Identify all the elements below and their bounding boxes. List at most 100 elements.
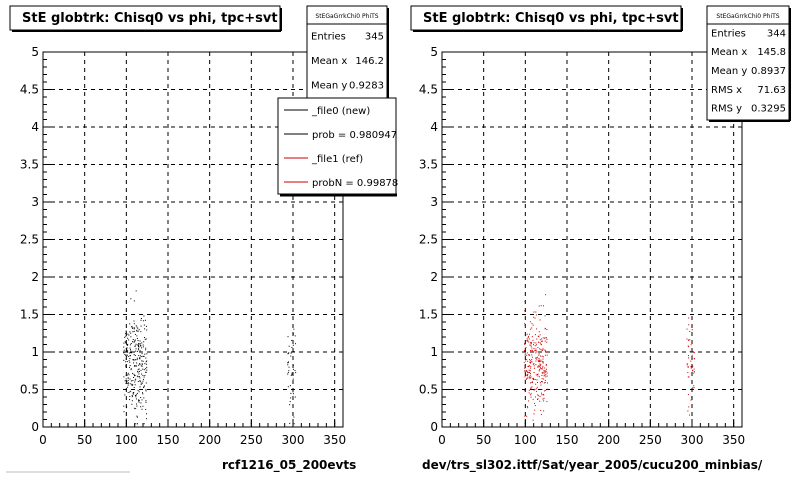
data-point [125,330,127,332]
data-point [125,365,127,367]
y-tick-label: 0.5 [20,383,39,397]
data-point [530,350,532,352]
data-point [129,355,131,357]
data-point [687,376,689,378]
data-point [529,377,531,379]
data-point [138,329,140,331]
data-point [539,348,541,350]
data-point [545,365,547,367]
data-point [125,354,127,356]
data-point [127,382,129,384]
data-point [292,391,294,393]
data-point [527,341,529,343]
data-point [125,364,127,366]
data-point [540,366,542,368]
data-point [540,413,542,415]
data-point [534,350,536,352]
data-point [132,372,134,374]
data-point [127,374,129,376]
data-point [134,327,136,329]
data-point [134,339,136,341]
data-point [539,369,541,371]
data-point [129,331,131,333]
data-point [127,377,129,379]
data-point [542,367,544,369]
y-tick-label: 4 [430,120,438,134]
chart-title: StE globtrk: Chisq0 vs phi, tpc+svt [22,11,278,26]
data-point [288,370,290,372]
data-point [690,344,692,346]
data-point [524,301,526,303]
data-point [688,317,690,319]
data-point [292,412,294,414]
data-point [533,413,535,415]
stats-header: StEGaGrrkChi0 PhiTS [315,13,378,20]
data-point [145,338,147,340]
data-point [536,338,538,340]
data-point [142,320,144,322]
data-point [691,329,693,331]
data-point [527,374,529,376]
data-point [535,357,537,359]
data-point [525,371,527,373]
data-point [534,405,536,407]
data-point [546,354,548,356]
data-point [135,408,137,410]
data-point [132,393,134,395]
data-point [528,354,530,356]
data-point [294,370,296,372]
data-point [528,376,530,378]
data-point [129,352,131,354]
data-point [126,386,128,388]
data-point [137,371,139,373]
data-point [541,368,543,370]
data-point [131,327,133,329]
data-point [130,380,132,382]
data-point [542,381,544,383]
data-point [145,349,147,351]
data-point [287,336,289,338]
data-point [693,372,695,374]
data-point [536,379,538,381]
data-point [539,319,541,321]
x-tick-label: 350 [722,433,745,447]
data-point [138,399,140,401]
data-point [136,405,138,407]
data-point [291,372,293,374]
data-point [131,341,133,343]
data-point [527,336,529,338]
data-point [533,423,535,425]
data-point [287,362,289,364]
data-point [126,406,128,408]
data-point [126,355,128,357]
data-point [123,352,125,354]
data-point [531,361,533,363]
data-point [545,294,547,296]
data-point [136,344,138,346]
data-point [132,339,134,341]
data-point [136,416,138,418]
data-point [535,352,537,354]
data-point [289,385,291,387]
x-tick-label: 300 [282,433,305,447]
data-point [142,360,144,362]
data-point [133,320,135,322]
data-point [533,342,535,344]
data-point [529,342,531,344]
data-point [125,375,127,377]
data-point [146,413,148,415]
data-point [531,347,533,349]
data-point [290,392,292,394]
y-tick-label: 0.5 [419,383,438,397]
data-point [136,326,138,328]
data-point [141,353,143,355]
data-point [539,339,541,341]
data-point [537,373,539,375]
data-point [138,343,140,345]
data-point [128,339,130,341]
data-point [541,355,543,357]
data-point [540,359,542,361]
data-point [543,369,545,371]
data-point [132,331,134,333]
data-point [544,382,546,384]
